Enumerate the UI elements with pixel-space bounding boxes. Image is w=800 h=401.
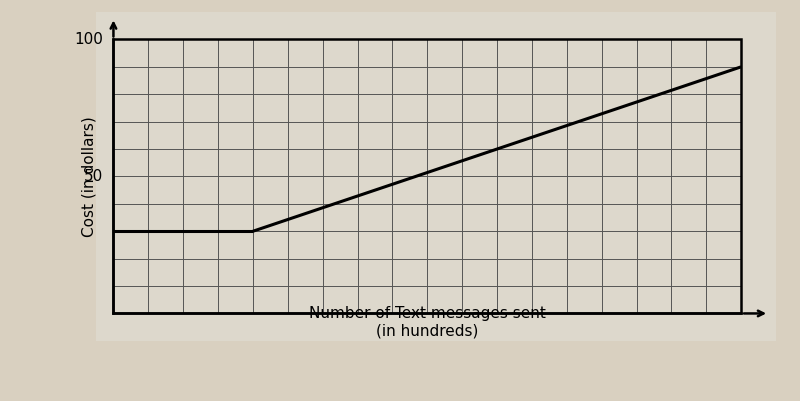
Bar bbox=[114, 39, 741, 314]
Text: 100: 100 bbox=[74, 32, 103, 47]
Text: 50: 50 bbox=[84, 169, 103, 184]
Text: Number of Text messages sent
(in hundreds): Number of Text messages sent (in hundred… bbox=[309, 306, 546, 338]
Text: Cost (in dollars): Cost (in dollars) bbox=[82, 116, 97, 237]
